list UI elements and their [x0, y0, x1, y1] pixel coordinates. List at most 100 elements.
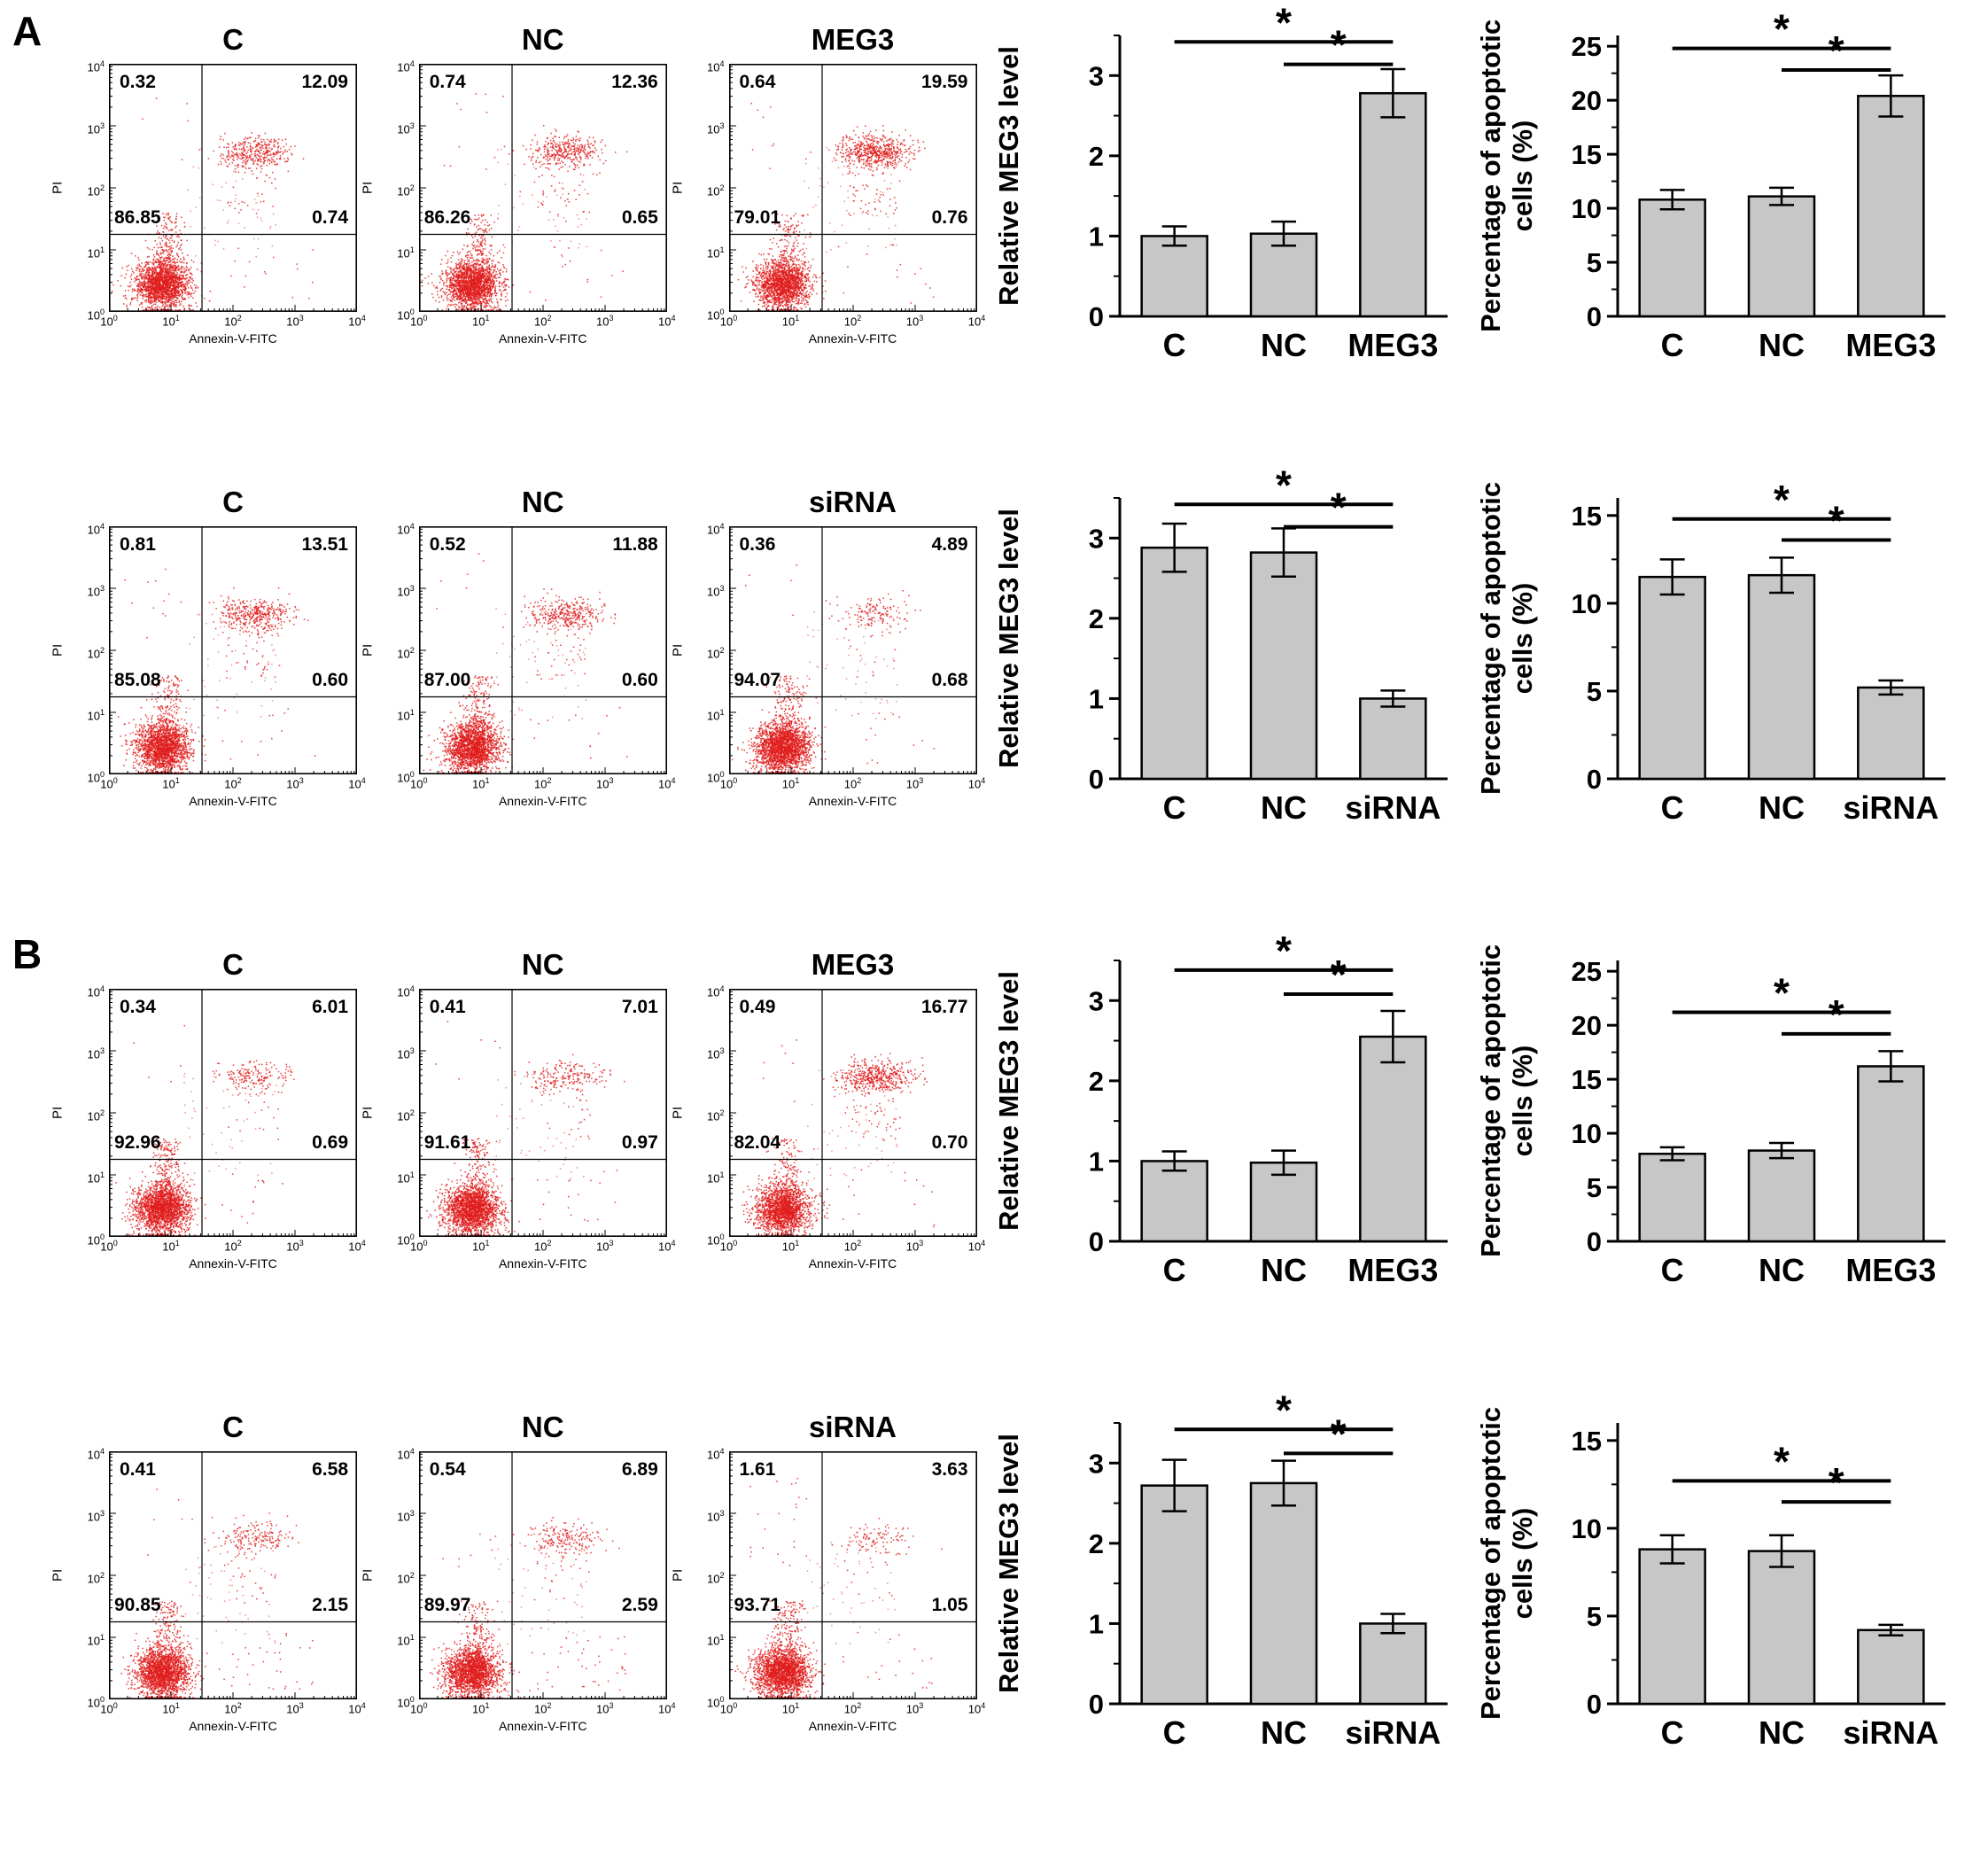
flow-x-tick-label: 104 [658, 776, 676, 791]
flow-x-tick-label: 103 [596, 1701, 614, 1716]
flow-x-tick-label: 100 [410, 314, 428, 329]
flow-x-ticks: 100 101 102 103 104 [100, 312, 365, 331]
bar-chart-meg3-level: 0 1 2 3 Relative MEG3 level C NC siRNA * * [993, 462, 1448, 826]
flow-y-tick-label: 103 [87, 584, 105, 599]
flow-x-tick-label: 104 [348, 314, 366, 329]
category-label: C [1661, 1714, 1684, 1751]
flow-y-tick-label: 100 [707, 307, 725, 323]
flow-x-axis-label: Annexin-V-FITC [189, 794, 277, 808]
flow-scatter-canvas [418, 1451, 667, 1699]
quadrant-lower-right-value: 0.69 [312, 1132, 348, 1153]
quadrant-upper-left-value: 0.41 [120, 1459, 156, 1480]
flow-x-tick-label: 104 [967, 776, 986, 791]
quadrant-upper-left-value: 0.49 [739, 997, 776, 1017]
flow-x-tick-label: 102 [843, 314, 862, 329]
flow-scatter-canvas [418, 64, 667, 312]
bar-chart-meg3-level: 0 1 2 3 Relative MEG3 level C NC MEG3 * * [993, 928, 1448, 1288]
quadrant-upper-right-value: 4.89 [931, 534, 968, 555]
flow-plot-title: C [222, 1411, 244, 1443]
bar-chart-meg3-level: 0 1 2 3 Relative MEG3 level C NC siRNA * * [993, 1387, 1448, 1751]
flow-x-tick-label: 103 [286, 776, 304, 791]
y-tick-label: 3 [1089, 985, 1104, 1016]
quadrant-upper-right-value: 16.77 [920, 997, 968, 1017]
figure-row-b2: C PI 100 101 102 103 104 0.41 6.58 90.85 2.1… [0, 1387, 1988, 1850]
quadrant-lower-right-value: 2.59 [621, 1595, 658, 1615]
flow-x-tick-label: 100 [719, 1701, 738, 1716]
flow-y-tick-label: 104 [397, 522, 415, 537]
flow-y-tick-label: 104 [707, 59, 725, 74]
bar [1638, 1152, 1706, 1243]
flow-x-axis-label: Annexin-V-FITC [808, 331, 897, 346]
flow-y-ticks: 100 101 102 103 104 [66, 1447, 109, 1709]
quadrant-lower-right-value: 0.68 [931, 670, 968, 690]
flow-x-tick-label: 104 [967, 1239, 986, 1254]
flow-y-tick-label: 103 [87, 121, 105, 136]
flow-y-ticks: 100 101 102 103 104 [687, 522, 729, 784]
flow-y-axis-label: PI [360, 1568, 376, 1582]
category-label: siRNA [1843, 789, 1938, 826]
flow-y-tick-label: 101 [87, 708, 105, 723]
category-label: C [1661, 789, 1684, 826]
flow-plot-area: 0.41 6.58 90.85 2.15 [109, 1451, 357, 1699]
flow-x-tick-label: 100 [100, 314, 118, 329]
quadrant-lower-left-value: 82.04 [734, 1132, 781, 1153]
flow-x-tick-label: 103 [286, 314, 304, 329]
flow-y-axis-label: PI [50, 1568, 66, 1582]
quadrant-upper-left-value: 0.54 [429, 1459, 466, 1480]
flow-y-tick-label: 104 [707, 522, 725, 537]
y-tick-label: 3 [1089, 1448, 1104, 1479]
flow-x-tick-label: 101 [162, 1701, 180, 1716]
quadrant-upper-left-value: 0.81 [120, 534, 156, 555]
quadrant-upper-left-value: 0.74 [429, 72, 466, 92]
flow-x-axis-label: Annexin-V-FITC [498, 1256, 587, 1271]
flow-plot-title: MEG3 [811, 948, 895, 981]
flow-x-tick-label: 104 [967, 314, 986, 329]
quadrant-upper-right-value: 6.58 [312, 1459, 348, 1480]
bar-chart-cell: 0 1 2 3 Relative MEG3 level C NC MEG3 * * [978, 0, 1474, 403]
flow-x-tick-label: 103 [286, 1239, 304, 1254]
flow-plot-cell: NC PI 100 101 102 103 104 0.74 12.36 86.26 0… [359, 0, 675, 353]
significance-asterisk: * [1829, 27, 1844, 74]
significance-asterisk: * [1829, 1459, 1844, 1505]
bar-chart-cell: 0 5 10 15 Percentage of apoptotic cells (%) C N… [1475, 462, 1972, 866]
flow-y-axis-label: PI [670, 181, 685, 195]
flow-x-tick-label: 101 [472, 776, 490, 791]
quadrant-upper-right-value: 19.59 [920, 72, 968, 92]
flow-x-axis-label: Annexin-V-FITC [189, 1719, 277, 1733]
flow-x-tick-label: 104 [348, 1701, 366, 1716]
quadrant-upper-left-value: 0.32 [120, 72, 156, 92]
bar-chart-apoptotic-percent: 0 5 10 15 20 25 Percentage of apoptotic cells (… [1475, 6, 1945, 363]
significance-asterisk: * [1276, 928, 1292, 974]
flow-x-tick-label: 103 [596, 776, 614, 791]
quadrant-lower-right-value: 2.15 [312, 1595, 348, 1615]
flow-plot-title: NC [521, 486, 564, 518]
quadrant-upper-left-value: 0.41 [429, 997, 466, 1017]
category-label: C [1163, 1252, 1186, 1288]
figure-row-a2: C PI 100 101 102 103 104 0.81 13.51 85.08 0.… [0, 462, 1988, 925]
flow-x-tick-label: 104 [348, 776, 366, 791]
bar-chart-cell: 0 5 10 15 20 25 Percentage of apoptotic cells (… [1475, 925, 1972, 1328]
flow-x-tick-label: 102 [843, 776, 862, 791]
flow-plot-area: 0.74 12.36 86.26 0.65 [418, 64, 667, 312]
flow-y-tick-label: 104 [397, 984, 415, 999]
flow-x-tick-label: 100 [719, 1239, 738, 1254]
quadrant-upper-left-value: 0.52 [429, 534, 466, 555]
flow-y-tick-label: 101 [87, 1633, 105, 1648]
significance-asterisk: * [1331, 952, 1347, 998]
bar [1140, 235, 1209, 318]
y-tick-label: 10 [1572, 1513, 1602, 1544]
bar [1638, 198, 1706, 318]
flow-y-tick-label: 100 [397, 770, 415, 785]
bar [1359, 91, 1427, 318]
flow-y-tick-label: 101 [707, 1633, 725, 1648]
flow-y-axis-label: PI [670, 643, 685, 657]
flow-plot-cell: NC PI 100 101 102 103 104 0.41 7.01 91.61 0.… [359, 925, 675, 1278]
flow-plot-title: siRNA [808, 486, 897, 518]
flow-scatter-canvas [109, 1451, 357, 1699]
y-tick-label: 15 [1572, 501, 1602, 532]
bar [1359, 697, 1427, 781]
y-tick-label: 3 [1089, 523, 1104, 554]
quadrant-lower-right-value: 1.05 [931, 1595, 968, 1615]
quadrant-upper-right-value: 3.63 [931, 1459, 968, 1480]
quadrant-upper-right-value: 11.88 [612, 534, 658, 555]
